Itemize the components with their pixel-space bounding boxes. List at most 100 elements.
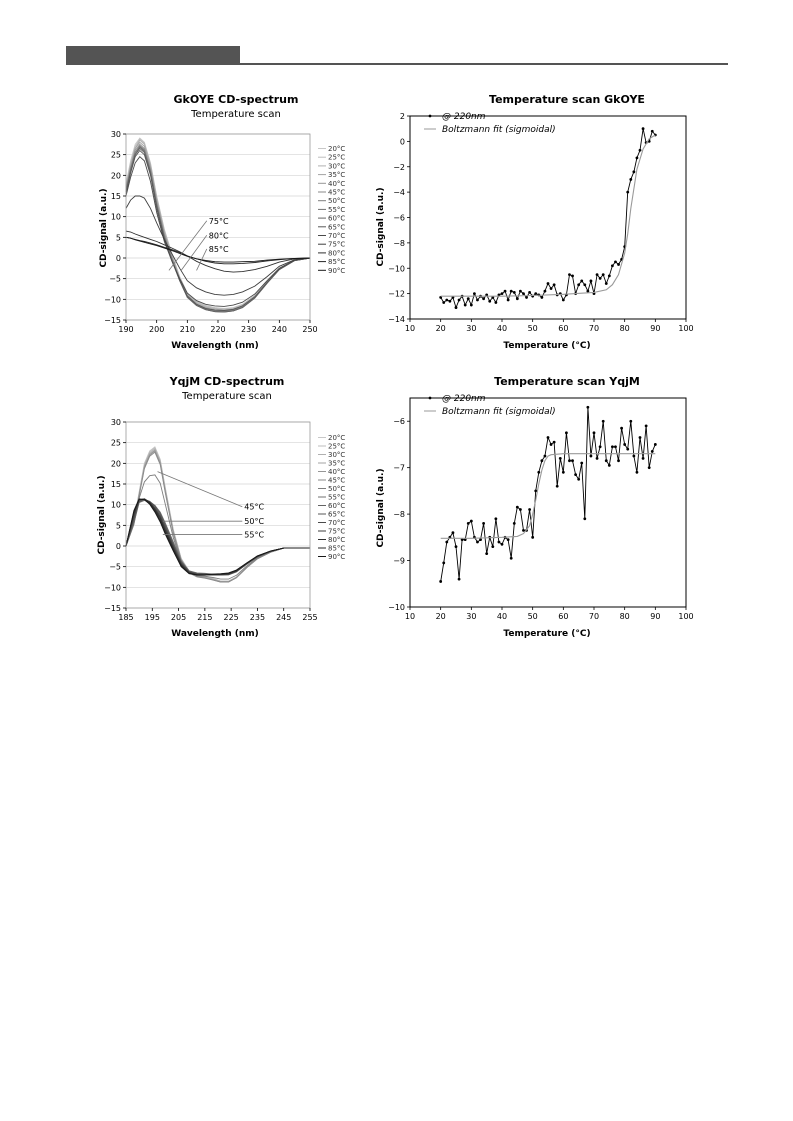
legend-label: 65°C <box>328 223 345 231</box>
series-line <box>125 474 310 580</box>
plot-frame <box>125 133 311 321</box>
x-tick-label: 230 <box>241 325 256 334</box>
y-tick-label: 25 <box>111 151 121 160</box>
legend-label: 80°C <box>328 536 345 544</box>
y-tick-label: 20 <box>111 171 121 180</box>
legend-label: 55°C <box>328 206 345 214</box>
annotation-leader <box>168 220 208 271</box>
data-point <box>439 580 443 583</box>
legend-label: 40°C <box>328 180 345 188</box>
data-point <box>460 538 464 542</box>
series-line <box>125 451 310 583</box>
x-tick-label: 100 <box>678 612 693 621</box>
series-line <box>125 498 310 576</box>
data-point <box>644 424 648 428</box>
x-tick-label: 60 <box>558 612 568 621</box>
series-line <box>440 134 656 297</box>
data-point <box>543 289 547 293</box>
legend-label: 35°C <box>328 460 345 468</box>
legend-label: 90°C <box>328 267 345 275</box>
data-point <box>653 443 657 446</box>
data-point <box>620 426 623 430</box>
y-tick-label: 0 <box>400 137 405 146</box>
plot-frame <box>125 421 311 609</box>
chart-title: YqjM CD-spectrum <box>169 375 285 388</box>
series-line <box>125 143 311 312</box>
data-point <box>632 170 636 174</box>
data-point <box>479 538 482 542</box>
series-group <box>125 137 311 313</box>
legend-label: 80°C <box>328 249 345 257</box>
data-point <box>583 283 587 287</box>
legend: @ 220nm Boltzmann fit (sigmoidal) <box>424 394 556 417</box>
x-tick-label: 10 <box>405 612 415 621</box>
data-point <box>635 156 639 160</box>
annotation-label: 50°C <box>244 517 264 526</box>
series-line <box>125 230 311 273</box>
chart-title: Temperature scan YqjM <box>494 375 640 388</box>
data-point <box>647 466 651 470</box>
data-point <box>445 540 449 544</box>
x-tick-label: 255 <box>302 613 317 622</box>
y-tick-label: −9 <box>393 557 405 566</box>
data-point <box>589 279 593 283</box>
legend-label: 35°C <box>328 171 345 179</box>
y-tick-label: −15 <box>104 316 121 325</box>
chart-title: Temperature scan GkOYE <box>489 93 645 106</box>
x-tick-label: 80 <box>620 612 630 621</box>
data-point <box>552 283 556 287</box>
data-point <box>448 299 452 303</box>
x-tick-label: 70 <box>589 612 599 621</box>
annotation-label: 80°C <box>209 231 229 240</box>
data-point <box>626 190 630 194</box>
legend-label: 60°C <box>328 215 345 223</box>
y-tick-label: −5 <box>109 563 121 572</box>
data-point <box>531 535 535 539</box>
y-tick-label: −10 <box>104 583 121 592</box>
y-tick-label: 10 <box>111 501 121 510</box>
data-point <box>506 298 510 302</box>
series-line <box>125 144 311 312</box>
y-tick-label: 5 <box>116 521 121 530</box>
legend-label: Boltzmann fit (sigmoidal) <box>442 125 556 135</box>
data-point <box>632 454 636 458</box>
data-point <box>558 456 562 460</box>
data-point <box>638 148 642 152</box>
x-tick-label: 190 <box>118 325 133 334</box>
series-line <box>125 146 311 313</box>
header-bar <box>66 46 240 64</box>
annotation-leader <box>196 248 208 271</box>
legend-label: 50°C <box>328 485 345 493</box>
x-axis-label: Temperature (°C) <box>503 629 590 639</box>
data-point <box>623 443 627 446</box>
data-point <box>454 545 458 549</box>
data-point <box>500 292 504 296</box>
y-tick-label: −15 <box>104 604 121 613</box>
data-point <box>519 289 522 293</box>
data-point <box>506 538 510 542</box>
y-tick-label: 10 <box>111 213 121 222</box>
data-point <box>568 459 571 463</box>
plot-frame <box>409 397 687 608</box>
legend-label: 30°C <box>328 162 345 170</box>
data-point <box>509 289 513 293</box>
y-tick-label: −2 <box>393 163 405 172</box>
data-point <box>549 443 553 446</box>
y-tick-label: 15 <box>111 480 121 489</box>
legend-label: 85°C <box>328 545 345 553</box>
legend-label: 40°C <box>328 468 345 476</box>
data-point <box>546 282 550 285</box>
x-tick-label: 40 <box>497 324 507 333</box>
x-tick-label: 90 <box>650 324 660 333</box>
y-tick-label: −8 <box>393 239 405 248</box>
data-point <box>565 431 568 435</box>
x-tick-label: 60 <box>558 324 568 333</box>
x-tick-label: 240 <box>272 325 287 334</box>
x-tick-label: 200 <box>149 325 164 334</box>
legend-label: 60°C <box>328 502 345 510</box>
y-tick-label: −6 <box>393 214 405 223</box>
data-point <box>476 298 479 302</box>
series-line <box>125 450 310 583</box>
legend: @ 220nm Boltzmann fit (sigmoidal) <box>424 112 556 135</box>
data-point <box>574 473 577 477</box>
